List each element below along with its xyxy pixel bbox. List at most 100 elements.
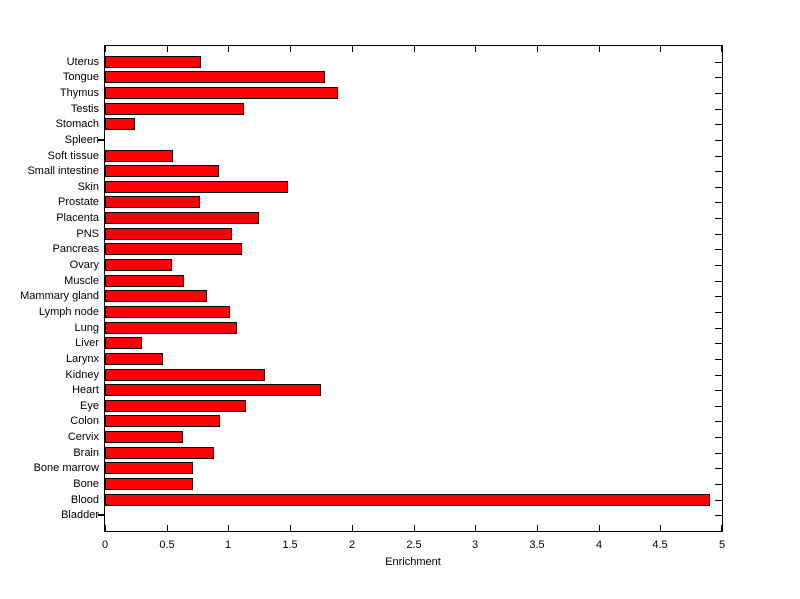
ytick-label-ovary: Ovary: [69, 259, 99, 271]
x-tick-bottom: [290, 525, 291, 531]
bar-pancreas: [105, 243, 242, 255]
x-tick-bottom: [660, 525, 661, 531]
ytick-label-liver: Liver: [75, 337, 99, 349]
xtick-label-3-5: 3.5: [529, 539, 545, 551]
ytick-label-brain: Brain: [73, 447, 99, 459]
x-tick-top: [290, 46, 291, 52]
y-tick-right: [715, 515, 722, 516]
ytick-label-lymph-node: Lymph node: [38, 306, 99, 318]
y-tick-right: [715, 218, 722, 219]
bar-lymph-node: [105, 306, 230, 318]
bar-thymus: [105, 87, 338, 99]
x-tick-top: [537, 46, 538, 52]
bar-colon: [105, 415, 220, 427]
xtick-label-4-5: 4.5: [652, 539, 668, 551]
y-tick-right: [715, 109, 722, 110]
ytick-label-stomach: Stomach: [55, 118, 99, 130]
bar-placenta: [105, 212, 259, 224]
x-axis-label: Enrichment: [385, 556, 441, 568]
x-tick-top: [599, 46, 600, 52]
y-tick-right: [715, 140, 722, 141]
bar-brain: [105, 447, 214, 459]
bar-kidney: [105, 369, 265, 381]
y-tick-right: [715, 202, 722, 203]
y-tick-right: [715, 421, 722, 422]
y-tick-right: [715, 171, 722, 172]
ytick-label-muscle: Muscle: [64, 275, 99, 287]
y-tick-right: [715, 77, 722, 78]
ytick-label-pns: PNS: [76, 228, 99, 240]
bar-muscle: [105, 275, 184, 287]
y-tick-right: [715, 375, 722, 376]
ytick-label-bone: Bone: [73, 478, 99, 490]
bar-cervix: [105, 431, 183, 443]
x-tick-top: [414, 46, 415, 52]
bar-blood: [105, 494, 710, 506]
zero-value-dash-spleen: [98, 139, 104, 141]
y-tick-right: [715, 234, 722, 235]
ytick-label-placenta: Placenta: [56, 212, 99, 224]
x-tick-bottom: [105, 525, 106, 531]
y-tick-right: [715, 453, 722, 454]
x-tick-top: [721, 46, 722, 52]
xtick-label-1: 1: [224, 539, 232, 551]
ytick-label-cervix: Cervix: [67, 431, 99, 443]
y-tick-right: [715, 328, 722, 329]
ytick-label-uterus: Uterus: [66, 56, 99, 68]
y-tick-right: [715, 187, 722, 188]
x-tick-top: [167, 46, 168, 52]
x-tick-top: [660, 46, 661, 52]
y-tick-right: [715, 62, 722, 63]
y-tick-right: [715, 484, 722, 485]
bar-skin: [105, 181, 288, 193]
xtick-label-2-5: 2.5: [406, 539, 422, 551]
ytick-label-pancreas: Pancreas: [52, 243, 99, 255]
x-tick-bottom: [414, 525, 415, 531]
x-tick-top: [475, 46, 476, 52]
xtick-label-1-5: 1.5: [282, 539, 298, 551]
bar-larynx: [105, 353, 163, 365]
y-tick-right: [715, 406, 722, 407]
x-tick-bottom: [599, 525, 600, 531]
bar-ovary: [105, 259, 172, 271]
y-tick-right: [715, 281, 722, 282]
x-tick-top: [105, 46, 106, 52]
x-tick-bottom: [228, 525, 229, 531]
ytick-label-soft-tissue: Soft tissue: [47, 150, 99, 162]
bar-mammary-gland: [105, 290, 207, 302]
y-tick-right: [715, 437, 722, 438]
y-tick-right: [715, 468, 722, 469]
ytick-label-bone-marrow: Bone marrow: [33, 462, 99, 474]
y-tick-right: [715, 390, 722, 391]
xtick-label-5: 5: [718, 539, 726, 551]
bar-uterus: [105, 56, 201, 68]
bar-tongue: [105, 71, 325, 83]
bar-prostate: [105, 196, 200, 208]
x-tick-bottom: [352, 525, 353, 531]
y-tick-right: [715, 265, 722, 266]
bar-stomach: [105, 118, 135, 130]
xtick-label-3: 3: [471, 539, 479, 551]
bar-heart: [105, 384, 321, 396]
xtick-label-0: 0: [101, 539, 109, 551]
bar-pns: [105, 228, 232, 240]
ytick-label-thymus: Thymus: [59, 87, 99, 99]
x-tick-top: [228, 46, 229, 52]
y-tick-right: [715, 296, 722, 297]
plot-area: [98, 45, 723, 532]
ytick-label-spleen: Spleen: [64, 134, 99, 146]
bar-bone-marrow: [105, 462, 193, 474]
x-tick-bottom: [167, 525, 168, 531]
y-tick-right: [715, 156, 722, 157]
xtick-label-4: 4: [595, 539, 603, 551]
x-tick-bottom: [721, 525, 722, 531]
ytick-label-eye: Eye: [80, 400, 99, 412]
bar-bone: [105, 478, 193, 490]
bar-soft-tissue: [105, 150, 173, 162]
zero-value-dash-bladder: [98, 514, 104, 516]
y-tick-right: [715, 124, 722, 125]
y-tick-right: [715, 359, 722, 360]
x-tick-bottom: [537, 525, 538, 531]
y-tick-right: [715, 93, 722, 94]
